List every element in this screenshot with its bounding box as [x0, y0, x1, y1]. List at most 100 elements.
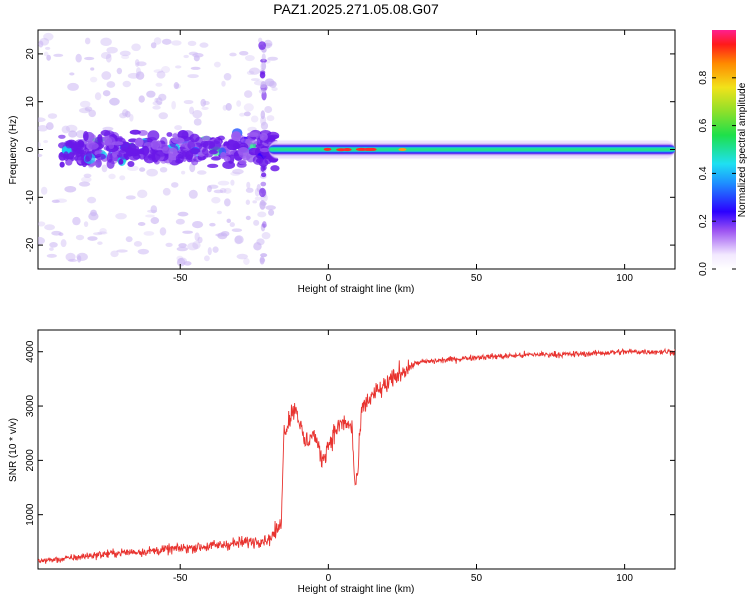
spectrogram-noise-blob: [87, 196, 97, 204]
spectrogram-noise-blob: [243, 111, 251, 117]
spectrogram-noise-blob: [261, 53, 266, 62]
colorbar-tick-label: 0.2: [698, 214, 709, 228]
spectrogram-noise-blob: [43, 139, 49, 144]
spectrogram-noise-blob: [261, 90, 267, 101]
spectrogram-noise-blob: [106, 81, 116, 88]
spectrogram-band-blob: [231, 131, 242, 142]
spectrogram-noise-blob: [192, 241, 201, 250]
spectrogram-noise-blob: [230, 179, 235, 186]
spectrogram-noise-blob: [131, 43, 141, 52]
spectrogram-ridge-peak: [323, 147, 332, 151]
spectrogram-band-blob: [74, 139, 88, 147]
spectrogram-noise-blob: [259, 257, 266, 263]
spectrogram-noise-blob: [65, 252, 76, 262]
spectrogram-content: [38, 32, 675, 267]
spectrogram-noise-blob: [78, 107, 91, 114]
spectrogram-noise-blob: [115, 212, 127, 220]
spectrogram-noise-blob: [53, 53, 64, 57]
spectrogram-noise-blob: [161, 38, 172, 45]
snr-panel: -50 0 50 100 1000 2000 3000 4000 Height of stra…: [8, 329, 676, 595]
spectrogram-noise-blob: [217, 180, 230, 186]
spectrogram-noise-blob: [156, 97, 163, 105]
spectrogram-noise-blob: [158, 112, 168, 120]
spectrogram-band-blob: [166, 132, 173, 137]
spectrogram-noise-blob: [38, 153, 43, 158]
spectrogram-noise-blob: [108, 173, 116, 180]
spectrogram-band-blob: [189, 133, 200, 143]
spectrogram-noise-blob: [78, 181, 91, 187]
spectrogram-band-blob: [84, 156, 90, 163]
spectrogram-noise-blob: [38, 142, 42, 148]
spectrogram-band-blob: [108, 142, 115, 150]
spectrogram-band-blob: [237, 147, 250, 156]
spectrogram-ylabel: Frequency (Hz): [8, 116, 19, 185]
spectrogram-noise-blob: [260, 121, 269, 130]
spectrogram-noise-blob: [150, 205, 158, 214]
spectrogram-panel: -50 0 50 100 -20 -10 0 10 20 Height of straight …: [8, 29, 676, 295]
spectrogram-noise-blob: [200, 98, 207, 107]
x-tick-label: 100: [616, 573, 633, 584]
y-tick-label: 0: [25, 146, 36, 152]
spectrogram-noise-blob: [192, 220, 204, 229]
spectrogram-band-blob: [123, 153, 129, 158]
spectrogram-noise-blob: [47, 113, 58, 119]
spectrogram-band-blob: [210, 156, 221, 161]
x-tick-label: 50: [471, 573, 483, 584]
spectrogram-band-blob: [150, 139, 160, 150]
spectrogram-noise-blob: [101, 164, 108, 173]
colorbar-label: Normalized spectral amplitude: [737, 82, 748, 217]
spectrogram-noise-blob: [173, 82, 180, 90]
spectrogram-noise-blob: [116, 249, 128, 253]
spectrogram-band-blob: [259, 147, 270, 153]
spectrogram-noise-blob: [193, 118, 202, 126]
spectrogram-noise-blob: [213, 189, 224, 194]
spectrogram-noise-blob: [68, 130, 78, 138]
spectrogram-noise-blob: [261, 232, 271, 240]
spectrogram-noise-blob: [219, 187, 227, 194]
spectrogram-noise-blob: [213, 61, 221, 68]
spectrogram-noise-blob: [152, 105, 161, 110]
snr-series-line: [38, 347, 675, 564]
spectrogram-noise-blob: [135, 71, 145, 80]
spectrogram-noise-blob: [162, 187, 171, 196]
spectrogram-noise-blob: [181, 170, 186, 175]
y-tick-label: 3000: [25, 394, 36, 417]
spectrogram-noise-blob: [150, 217, 160, 225]
spectrogram-noise-blob: [177, 211, 189, 217]
spectrogram-noise-blob: [257, 211, 267, 218]
spectrogram-noise-blob: [165, 242, 173, 247]
spectrogram-noise-blob: [197, 236, 203, 244]
y-tick-label: -20: [25, 237, 36, 252]
spectrogram-band-blob: [118, 158, 124, 165]
spectrogram-noise-blob: [90, 209, 97, 217]
spectrogram-noise-blob: [133, 241, 143, 247]
spectrogram-noise-blob: [258, 41, 267, 50]
spectrogram-noise-blob: [174, 83, 181, 89]
spectrogram-band-blob: [248, 147, 260, 156]
spectrogram-axes: -50 0 50 100 -20 -10 0 10 20: [25, 30, 675, 284]
spectrogram-noise-blob: [150, 42, 157, 49]
spectrogram-noise-blob: [222, 104, 228, 111]
spectrogram-xlabel: Height of straight line (km): [298, 284, 415, 295]
spectrogram-noise-blob: [260, 83, 267, 89]
spectrogram-noise-blob: [199, 42, 209, 48]
spectrogram-noise-blob: [161, 66, 171, 74]
spectrogram-noise-blob: [244, 90, 253, 98]
x-tick-label: 50: [471, 273, 483, 284]
spectrogram-noise-blob: [88, 109, 97, 118]
figure-title: PAZ1.2025.271.05.08.G07: [273, 1, 439, 17]
spectrogram-band-blob: [264, 156, 272, 165]
spectrogram-noise-blob: [79, 100, 91, 108]
spectrogram-band-blob: [162, 146, 171, 154]
spectrogram-noise-blob: [155, 82, 163, 87]
spectrogram-noise-blob: [69, 72, 75, 76]
spectrogram-noise-blob: [209, 222, 216, 227]
spectrogram-band-blob: [134, 137, 144, 147]
spectrogram-ridge-peak: [398, 148, 407, 151]
spectrogram-noise-blob: [258, 187, 266, 198]
spectrogram-band-blob: [168, 155, 179, 161]
spectrogram-noise-blob: [267, 56, 279, 61]
spectrogram-noise-blob: [239, 50, 249, 56]
spectrogram-noise-blob: [260, 223, 266, 232]
spectrogram-noise-blob: [110, 250, 119, 258]
